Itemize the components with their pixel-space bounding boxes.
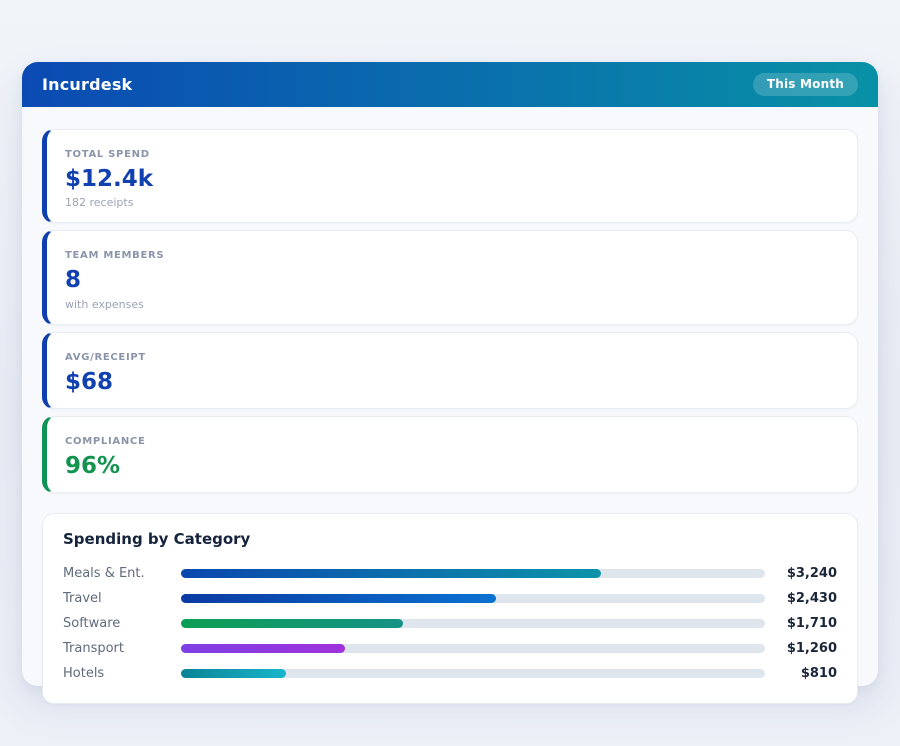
bar-fill: [181, 569, 602, 579]
category-value: $2,430: [786, 591, 837, 607]
dashboard-panel: Incurdesk This Month TOTAL SPEND $12.4k …: [22, 62, 878, 705]
stat-card-team-members: TEAM MEMBERS 8 with expenses: [42, 230, 858, 325]
category-label: Transport: [63, 641, 125, 657]
chart-title: Spending by Category: [63, 530, 251, 549]
category-row-software: Software $1,710: [63, 611, 837, 636]
stat-label: COMPLIANCE: [65, 435, 146, 447]
app-title: Incurdesk: [42, 75, 133, 94]
app-header: Incurdesk This Month: [22, 62, 878, 107]
stat-card-compliance: COMPLIANCE 96%: [42, 415, 858, 494]
category-row-transport: Transport $1,260: [63, 636, 837, 661]
stat-label: TOTAL SPEND: [65, 149, 150, 160]
bar-track: [181, 619, 765, 629]
bar-fill: [181, 594, 497, 604]
category-row-meals: Meals & Ent. $3,240: [63, 561, 837, 586]
bar-track: [181, 669, 765, 679]
bar-track: [181, 569, 765, 579]
stat-value: 96%: [65, 452, 121, 479]
category-label: Hotels: [63, 666, 105, 682]
stat-label: AVG/RECEIPT: [65, 351, 146, 363]
category-label: Meals & Ent.: [63, 566, 145, 582]
category-value: $1,710: [786, 616, 837, 632]
category-row-travel: Travel $2,430: [63, 586, 837, 611]
stat-card-avg-receipt: AVG/RECEIPT $68: [42, 331, 858, 409]
category-label: Travel: [63, 591, 102, 607]
category-row-hotels: Hotels $810: [63, 661, 837, 686]
bar-fill: [181, 644, 345, 654]
spending-by-category-card: Spending by Category Meals & Ent. $3,240…: [42, 513, 858, 705]
category-value: $810: [800, 666, 837, 682]
stat-value: $68: [65, 368, 114, 395]
stat-subtitle: 182 receipts: [65, 196, 134, 210]
stat-value: 8: [65, 267, 82, 294]
category-value: $3,240: [786, 566, 837, 582]
category-value: $1,260: [786, 641, 837, 657]
stat-label: TEAM MEMBERS: [65, 250, 165, 262]
bar-fill: [181, 619, 403, 629]
period-badge[interactable]: This Month: [752, 73, 858, 96]
stats-section: TOTAL SPEND $12.4k 182 receipts TEAM MEM…: [22, 107, 878, 494]
bar-track: [181, 594, 765, 604]
stat-value: $12.4k: [65, 166, 154, 192]
bar-fill: [181, 669, 287, 679]
category-label: Software: [63, 616, 121, 632]
bar-track: [181, 644, 765, 654]
stat-subtitle: with expenses: [65, 297, 144, 311]
stat-card-total-spend: TOTAL SPEND $12.4k 182 receipts: [42, 129, 858, 224]
